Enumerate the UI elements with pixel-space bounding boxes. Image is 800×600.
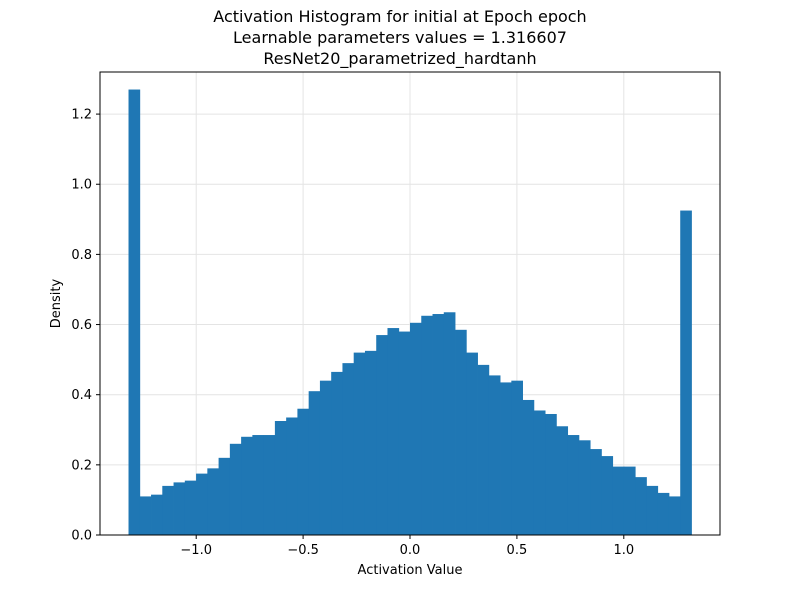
histogram-bar: [567, 435, 580, 535]
histogram-bar: [196, 473, 208, 535]
x-tick-label: 0.0: [400, 543, 421, 558]
histogram-bar: [500, 382, 512, 535]
histogram-bar: [353, 352, 366, 535]
histogram-bars: [128, 89, 692, 536]
histogram-bar: [241, 436, 253, 535]
y-tick-label: 0.4: [71, 388, 92, 403]
histogram-bar: [387, 328, 400, 535]
histogram-bar: [207, 468, 219, 535]
histogram-bar: [128, 89, 141, 536]
histogram-bar: [229, 443, 242, 535]
histogram-bar: [151, 494, 163, 535]
histogram-bar: [297, 408, 310, 535]
histogram-bar: [331, 371, 343, 535]
histogram-bar: [488, 375, 501, 535]
histogram-bar: [364, 350, 377, 535]
x-tick-label: −1.0: [180, 543, 212, 558]
chart-title-line-1: Activation Histogram for initial at Epoc…: [213, 7, 587, 26]
histogram-bar: [376, 335, 388, 535]
y-tick-label: 1.0: [71, 178, 92, 193]
histogram-bar: [139, 496, 152, 535]
histogram-bar: [590, 449, 602, 535]
x-axis-label: Activation Value: [358, 563, 463, 578]
histogram-bar: [511, 380, 523, 535]
histogram-bar: [646, 485, 659, 535]
histogram-bar: [218, 457, 231, 535]
histogram-bar: [432, 314, 445, 535]
histogram-bar: [443, 312, 456, 535]
histogram-bar: [455, 329, 467, 535]
histogram-bar: [545, 413, 557, 535]
histogram-bar: [263, 435, 276, 535]
histogram-bar: [522, 399, 535, 535]
histogram-bar: [319, 380, 332, 535]
histogram-bar: [274, 421, 287, 535]
histogram-bar: [623, 466, 636, 535]
y-tick-label: 0.8: [71, 248, 92, 263]
histogram-bar: [173, 482, 186, 535]
chart-title-line-3: ResNet20_parametrized_hardtanh: [263, 49, 537, 68]
histogram-bar: [578, 440, 591, 535]
histogram-bar: [308, 391, 321, 535]
histogram-bar: [398, 331, 411, 535]
histogram-bar: [410, 322, 422, 535]
chart-title-line-2: Learnable parameters values = 1.316607: [233, 28, 567, 47]
x-tick-label: −0.5: [287, 543, 319, 558]
y-axis-label: Density: [49, 278, 64, 328]
histogram-bar: [657, 492, 670, 535]
y-tick-label: 1.2: [71, 108, 92, 123]
y-tick-label: 0.2: [71, 458, 92, 473]
axis-ticks: −1.0 −0.5 0.0 0.5 1.0 0.0 0.2 0.4 0.6 0.8 1.0 1.2: [71, 108, 634, 558]
histogram-bar: [342, 363, 355, 535]
histogram-bar: [466, 352, 478, 535]
histogram-bar: [162, 485, 174, 535]
histogram-bar: [184, 480, 197, 535]
histogram-bar: [286, 417, 298, 535]
histogram-bar: [612, 466, 625, 535]
y-tick-label: 0.0: [71, 529, 92, 544]
x-tick-label: 1.0: [613, 543, 634, 558]
histogram-bar: [635, 477, 647, 535]
histogram-bar: [680, 210, 692, 535]
histogram-bar: [601, 456, 614, 535]
histogram-bar: [556, 426, 569, 535]
histogram-bar: [421, 315, 433, 535]
x-tick-label: 0.5: [507, 543, 528, 558]
histogram-bar: [477, 364, 490, 535]
histogram-bar: [252, 435, 265, 535]
histogram-bar: [668, 496, 681, 535]
y-tick-label: 0.6: [71, 318, 92, 333]
histogram-bar: [533, 410, 546, 535]
